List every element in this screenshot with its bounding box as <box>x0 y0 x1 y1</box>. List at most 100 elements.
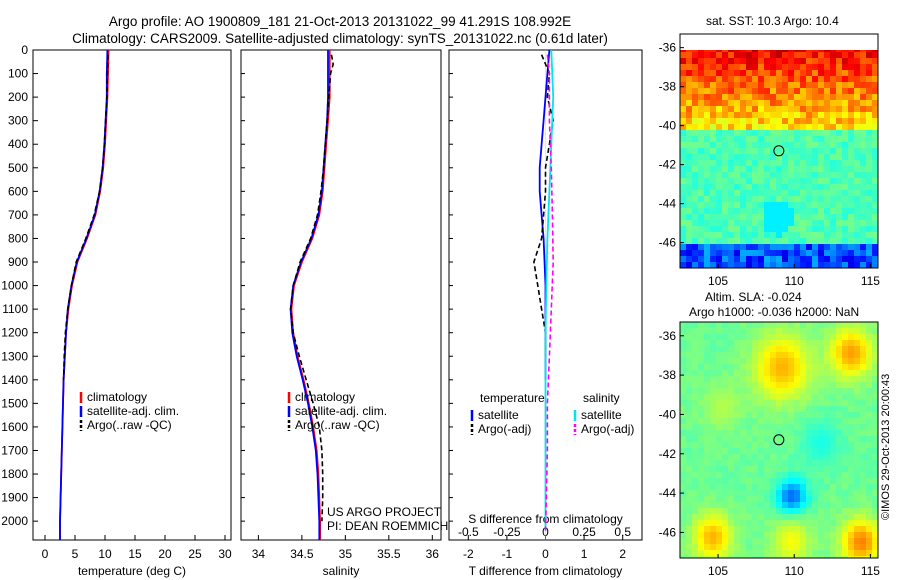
heat-cell <box>788 364 795 371</box>
heat-cell <box>704 112 711 119</box>
heat-cell <box>836 376 843 383</box>
heat-cell <box>770 334 777 341</box>
heat-cell <box>812 178 819 185</box>
heat-cell <box>746 418 753 425</box>
heat-cell <box>770 514 777 521</box>
heat-cell <box>812 214 819 221</box>
depth-tick-label: 300 <box>8 114 28 128</box>
heat-cell <box>800 526 807 533</box>
heat-cell <box>794 388 801 395</box>
heat-cell <box>764 394 771 401</box>
heat-cell <box>746 50 753 53</box>
heat-cell <box>776 160 783 167</box>
heat-cell <box>854 142 861 149</box>
heat-cell <box>806 50 813 53</box>
heat-cell <box>698 412 705 419</box>
salinity-x-tick-label: 34 <box>252 547 266 561</box>
heat-cell <box>872 118 878 125</box>
heat-cell <box>824 76 831 83</box>
heat-cell <box>704 460 711 467</box>
heat-cell <box>710 136 717 143</box>
heat-cell <box>872 454 878 461</box>
heat-cell <box>740 334 747 341</box>
heat-cell <box>830 328 837 335</box>
heat-cell <box>854 478 861 485</box>
heat-cell <box>800 40 807 47</box>
heat-cell <box>818 484 825 491</box>
heat-cell <box>764 214 771 221</box>
heat-cell <box>818 514 825 521</box>
heat-cell <box>770 400 777 407</box>
heat-cell <box>800 58 807 65</box>
panel-salinity: 34 34.5 35 35.5 36salinityclimatologysatelli… <box>240 49 442 578</box>
heat-cell <box>734 532 741 539</box>
heat-cell <box>680 328 687 335</box>
heat-cell <box>788 352 795 359</box>
heat-cell <box>836 478 843 485</box>
heat-cell <box>806 376 813 383</box>
heat-cell <box>830 226 837 233</box>
heat-cell <box>722 334 729 341</box>
heat-cell <box>698 172 705 179</box>
heat-cell <box>704 166 711 173</box>
heat-cell <box>788 220 795 227</box>
heat-cell <box>770 100 777 107</box>
heat-cell <box>752 514 759 521</box>
heat-cell <box>860 118 867 125</box>
argo-float-marker <box>773 145 785 157</box>
heat-cell <box>812 502 819 509</box>
heat-cell <box>848 214 855 221</box>
heat-cell <box>722 448 729 455</box>
heat-cell <box>800 50 807 53</box>
heat-cell <box>710 478 717 485</box>
heat-cell <box>824 40 831 47</box>
legend-label: satellite-adj. clim. <box>295 404 387 418</box>
heat-cell <box>860 76 867 83</box>
heat-cell <box>752 358 759 365</box>
lat-tick-label: -42 <box>659 447 677 461</box>
heat-cell <box>698 100 705 107</box>
heat-cell <box>758 190 765 197</box>
heat-cell <box>848 538 855 545</box>
heat-cell <box>692 328 699 335</box>
heat-cell <box>758 202 765 209</box>
heat-cell <box>764 538 771 545</box>
heat-cell <box>782 172 789 179</box>
heat-cell <box>830 130 837 137</box>
heat-cell <box>854 388 861 395</box>
heat-cell <box>782 448 789 455</box>
heat-cell <box>794 232 801 239</box>
heat-cell <box>848 142 855 149</box>
heat-cell <box>824 88 831 95</box>
heat-cell <box>764 160 771 167</box>
heat-cell <box>848 484 855 491</box>
heat-cell <box>842 112 849 119</box>
heat-cell <box>692 448 699 455</box>
heat-cell <box>818 136 825 143</box>
heat-cell <box>710 508 717 515</box>
heat-cell <box>734 334 741 341</box>
heat-cell <box>770 220 777 227</box>
heat-cell <box>788 436 795 443</box>
heat-cell <box>794 448 801 455</box>
heat-cell <box>866 394 873 401</box>
heat-cell <box>746 538 753 545</box>
heat-cell <box>794 526 801 533</box>
heat-cell <box>728 478 735 485</box>
heat-cell <box>842 130 849 137</box>
heat-cell <box>806 34 813 41</box>
heat-cell <box>680 418 687 425</box>
heat-cell <box>854 418 861 425</box>
heat-cell <box>716 472 723 479</box>
heat-cell <box>680 250 687 257</box>
heat-cell <box>794 334 801 341</box>
heat-cell <box>770 460 777 467</box>
heat-cell <box>860 436 867 443</box>
heat-cell <box>788 502 795 509</box>
heat-cell <box>740 520 747 527</box>
heat-cell <box>770 394 777 401</box>
heat-cell <box>866 424 873 431</box>
heat-cell <box>812 484 819 491</box>
heat-cell <box>788 256 795 263</box>
heat-cell <box>680 424 687 431</box>
